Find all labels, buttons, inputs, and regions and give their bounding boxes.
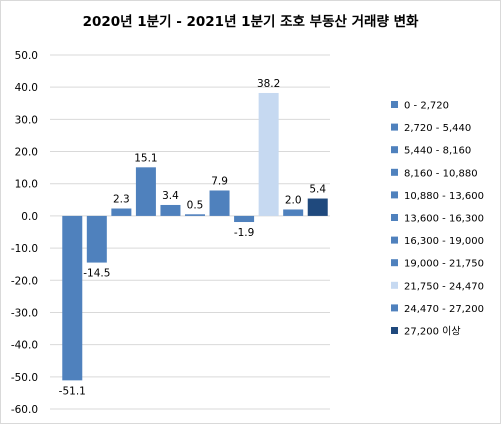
y-axis-tick-labels: 50.0 40.0 30.0 20.0 10.0 0.0 -10.0 -20.0 -30.0 -4… — [11, 50, 38, 416]
legend-item-label: 8,160 - 10,880 — [404, 168, 478, 179]
data-label: -1.9 — [234, 227, 255, 239]
bar — [185, 214, 205, 216]
legend-swatch — [391, 304, 398, 312]
data-label: 38.2 — [257, 78, 280, 90]
legend-swatch — [391, 327, 398, 334]
y-tick-label: 50.0 — [15, 50, 38, 62]
data-label: -14.5 — [83, 268, 110, 280]
legend-swatch — [391, 168, 398, 176]
y-tick-label: 0.0 — [21, 211, 38, 223]
legend-swatch — [391, 281, 398, 289]
legend-item-label: 24,470 - 27,200 — [404, 304, 484, 315]
y-tick-label: -20.0 — [11, 275, 38, 287]
legend-item-label: 19,000 - 21,750 — [404, 259, 484, 270]
legend-swatch — [391, 101, 398, 108]
y-tick-label: 20.0 — [15, 147, 38, 159]
data-labels: -51.1 -14.5 2.3 15.1 3.4 0.5 7.9 -1.9 38.2 2.0 5.4 — [59, 78, 327, 397]
bar — [258, 92, 279, 216]
y-tick-label: -10.0 — [11, 243, 38, 255]
bar — [86, 215, 107, 263]
legend-swatch — [391, 214, 398, 221]
bar — [160, 204, 181, 216]
legend-item-label: 13,600 - 16,300 — [404, 214, 484, 225]
y-tick-label: 10.0 — [15, 179, 38, 191]
bar — [135, 167, 156, 216]
legend-item-label: 16,300 - 19,000 — [404, 236, 484, 247]
legend-swatch — [391, 236, 398, 244]
legend-item-label: 2,720 - 5,440 — [404, 123, 471, 134]
data-label: 5.4 — [309, 184, 326, 196]
legend-item-label: 5,440 - 8,160 — [404, 146, 471, 157]
legend-swatch — [391, 259, 398, 267]
legend-swatch — [391, 146, 398, 154]
legend-swatch — [391, 191, 398, 199]
bar — [209, 190, 230, 216]
bar — [62, 215, 83, 381]
data-label: 15.1 — [134, 152, 157, 164]
legend-item-label: 10,880 - 13,600 — [404, 191, 484, 202]
legend-item-label: 0 - 2,720 — [404, 101, 449, 112]
legend-item-label: 21,750 - 24,470 — [404, 281, 484, 292]
bar — [307, 198, 328, 216]
y-tick-label: -50.0 — [11, 372, 38, 384]
data-label: -51.1 — [59, 385, 86, 397]
legend-item-label: 27,200 이상 — [404, 326, 461, 338]
bar — [111, 208, 132, 216]
y-tick-label: 30.0 — [15, 114, 38, 126]
y-tick-label: -60.0 — [11, 404, 38, 416]
legend: 0 - 2,720 2,720 - 5,440 5,440 - 8,160 8,160… — [391, 101, 484, 338]
data-label: 0.5 — [187, 199, 204, 211]
data-label: 2.3 — [113, 194, 130, 206]
chart-title: 2020년 1분기 - 2021년 1분기 조호 부동산 거래량 변화 — [82, 14, 419, 30]
y-tick-label: -30.0 — [11, 307, 38, 319]
y-tick-label: -40.0 — [11, 340, 38, 352]
y-tick-label: 40.0 — [15, 82, 38, 94]
legend-swatch — [391, 123, 398, 131]
bar — [283, 209, 304, 216]
data-label: 7.9 — [211, 175, 228, 187]
bars — [62, 92, 328, 381]
data-label: 2.0 — [285, 194, 302, 206]
bar — [234, 215, 255, 223]
data-label: 3.4 — [162, 190, 179, 202]
